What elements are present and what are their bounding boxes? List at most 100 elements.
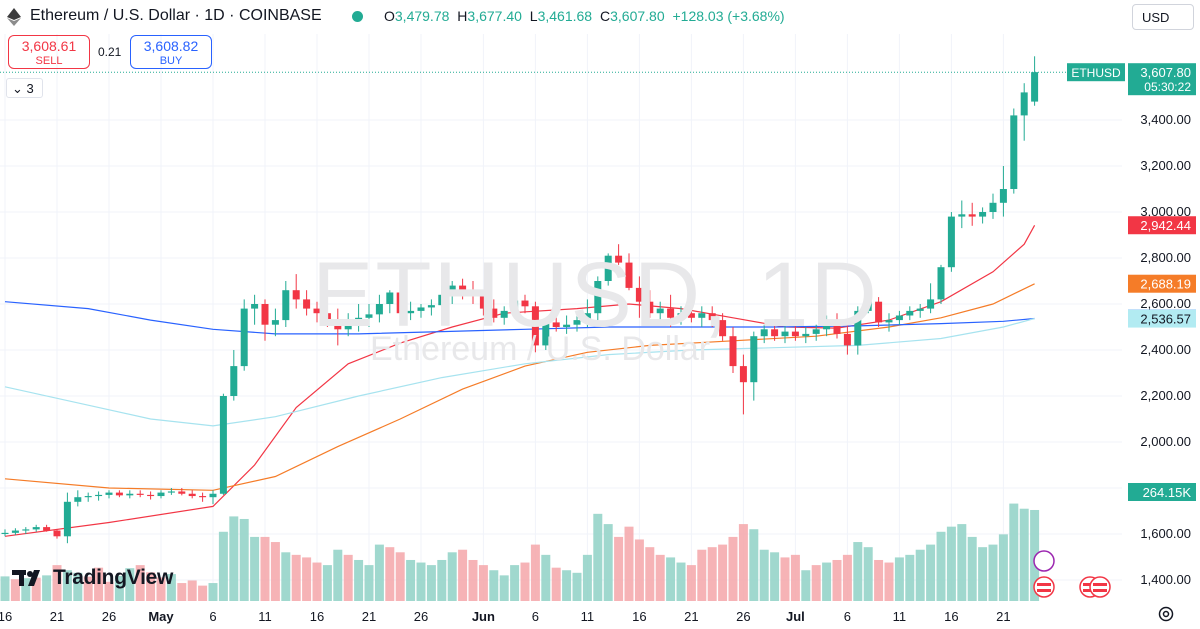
time-tick-label: 26 [102, 609, 116, 624]
candle-body [282, 290, 290, 321]
volume-bar [343, 554, 353, 601]
candle-body [573, 320, 581, 325]
gear-icon[interactable] [1157, 605, 1175, 623]
symbol-price-label [1067, 63, 1125, 82]
volume-bar [811, 565, 821, 601]
us-flag-icon[interactable] [1089, 576, 1111, 598]
candle-body [375, 304, 383, 315]
candle-body [594, 281, 602, 314]
us-flag-stripe [1037, 583, 1051, 586]
moving-average-badge-value: 2,942.44 [1140, 218, 1191, 233]
volume-bar [510, 565, 520, 601]
price-tick-label: 3,200.00 [1140, 158, 1191, 173]
candle-body [729, 336, 737, 367]
us-flag-icon[interactable] [1033, 576, 1055, 598]
volume-bar [458, 549, 468, 601]
moving-average-line [4, 283, 1035, 491]
volume-bar [666, 557, 676, 601]
us-flag-stripe [1093, 583, 1107, 586]
currency-selector[interactable]: USD [1132, 4, 1194, 30]
volume-bar [655, 554, 665, 601]
candle-body [583, 313, 591, 321]
volume-bar [395, 552, 405, 601]
volume-bar [728, 536, 738, 601]
volume-bar [707, 547, 717, 601]
volume-bar [926, 544, 936, 601]
buy-label: BUY [159, 55, 183, 67]
price-tick-label: 2,400.00 [1140, 342, 1191, 357]
candle-body [875, 301, 883, 323]
sell-button[interactable]: 3,608.61 SELL [8, 35, 90, 69]
candle-body [355, 317, 363, 321]
tradingview-logo[interactable]: TradingView [12, 566, 173, 590]
volume-bar [905, 554, 915, 601]
volume-bar [447, 552, 457, 601]
volume-bar [874, 559, 884, 601]
candle-body [916, 308, 924, 311]
time-tick-label: 16 [310, 609, 324, 624]
countdown-value: 05:30:22 [1144, 80, 1191, 94]
volume-bar [759, 549, 769, 601]
watermark-description: Ethereum / U.S. Dollar [370, 330, 711, 368]
volume-bar [790, 554, 800, 601]
time-tick-label: 6 [844, 609, 851, 624]
low-value: 3,461.68 [537, 8, 593, 24]
candle-body [968, 214, 976, 217]
volume-bar [302, 557, 312, 601]
candle-body [625, 262, 633, 288]
price-tick-label: 3,000.00 [1140, 204, 1191, 219]
volume-bar [239, 518, 249, 601]
candle-body [22, 529, 30, 531]
volume-bar [998, 534, 1008, 601]
candle-body [906, 310, 914, 316]
price-tick-label: 1,600.00 [1140, 526, 1191, 541]
candle-body [417, 307, 425, 311]
candle-body [209, 493, 217, 498]
ethereum-icon[interactable] [7, 8, 21, 26]
market-open-dot-icon[interactable] [352, 11, 363, 22]
candle-body [240, 308, 248, 367]
volume-bar [842, 554, 852, 601]
candle-body [396, 292, 404, 314]
watermark-symbol: ETHUSD, 1D [312, 244, 879, 346]
candle-body [365, 314, 373, 318]
volume-bar [437, 559, 447, 601]
price-tick-label: 2,600.00 [1140, 296, 1191, 311]
volume-bar [31, 577, 41, 601]
moving-average-badge-value: 2,688.19 [1140, 277, 1191, 292]
candle-body [895, 315, 903, 321]
volume-bar [614, 536, 624, 601]
candle-body [407, 310, 415, 314]
volume-bar [322, 565, 332, 601]
volume-bar [967, 536, 977, 601]
sparkle-icon[interactable] [1033, 550, 1055, 572]
volume-bar [489, 570, 499, 601]
volume-bar [749, 529, 759, 601]
volume-bar [21, 578, 31, 601]
volume-bar [166, 574, 176, 601]
volume-bar [250, 536, 260, 601]
volume-bar [499, 575, 509, 601]
volume-bar [125, 568, 135, 601]
indicators-toggle[interactable]: ⌄ 3 [6, 78, 43, 98]
tradingview-logo-text: TradingView [53, 566, 174, 589]
buy-button[interactable]: 3,608.82 BUY [130, 35, 212, 69]
candle-body [230, 366, 238, 396]
candle-body [84, 496, 92, 498]
candle-body [11, 530, 19, 533]
volume-bar [697, 549, 707, 601]
buy-price: 3,608.82 [143, 38, 199, 54]
candle-body [490, 308, 498, 318]
candle-body [999, 189, 1007, 203]
volume-bar [198, 585, 208, 601]
volume-bar [478, 565, 488, 601]
candle-body [802, 333, 810, 337]
time-tick-label: 21 [50, 609, 64, 624]
time-tick-label: 6 [532, 609, 539, 624]
candle-body [979, 212, 987, 217]
volume-bar [1009, 503, 1019, 601]
candle-body [552, 322, 560, 327]
symbol-title[interactable]: Ethereum / U.S. Dollar · 1D · COINBASE [30, 7, 322, 24]
volume-bar [312, 562, 322, 601]
